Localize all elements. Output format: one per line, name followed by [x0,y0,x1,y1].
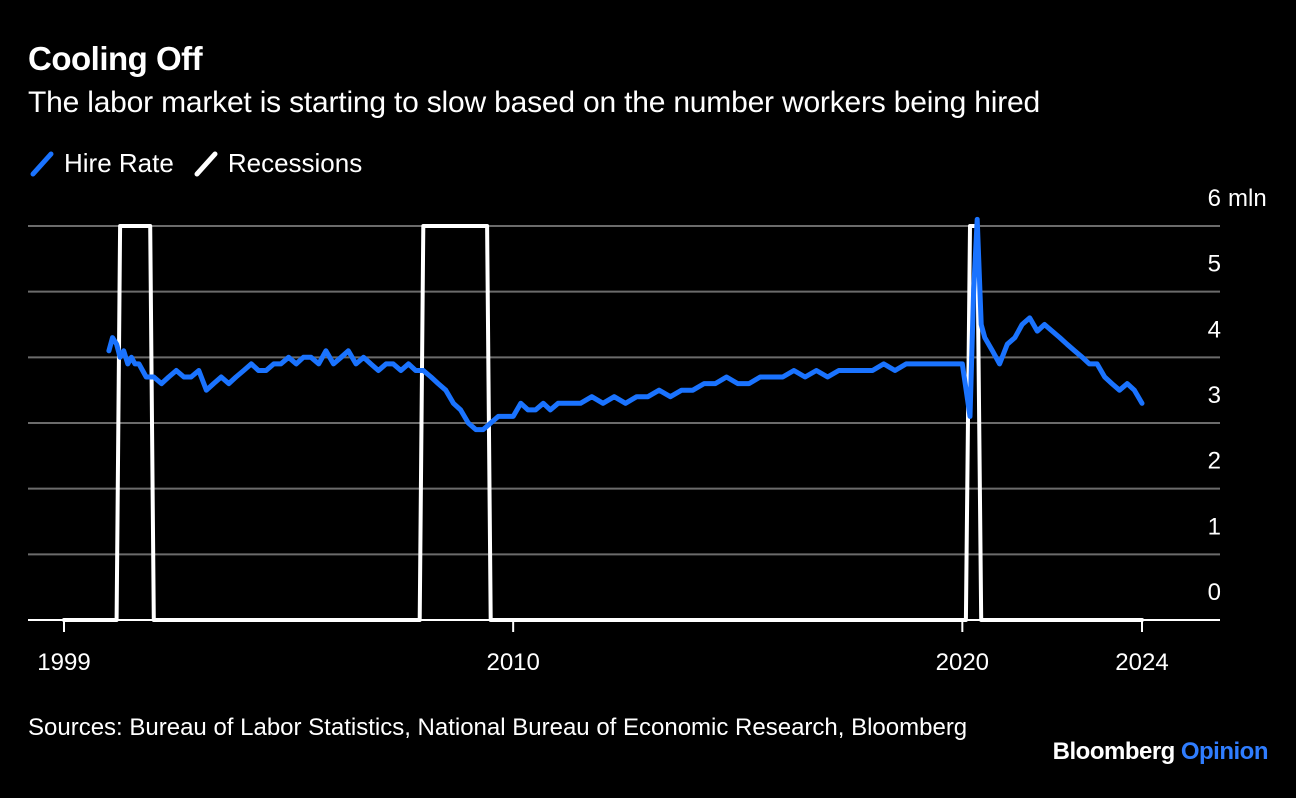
x-tick-label: 2024 [1115,649,1168,676]
chart-subtitle: The labor market is starting to slow bas… [28,86,1040,119]
legend-swatch-recessions [194,151,218,176]
y-tick-label: 2 [1208,448,1221,475]
brand-logo: Bloomberg Opinion [1052,738,1269,766]
chart-title: Cooling Off [28,40,203,77]
y-tick-label: 5 [1208,251,1221,278]
y-unit-label: mln [1228,185,1267,212]
chart-legend: Hire Rate Recessions [28,148,362,179]
legend-label-hire-rate: Hire Rate [64,148,174,178]
legend-item-hire-rate: Hire Rate [28,148,174,179]
y-tick-label: 3 [1208,382,1221,409]
brand-name: Bloomberg [1052,738,1176,765]
x-tick-label: 2020 [936,649,989,676]
legend-label-recessions: Recessions [227,148,363,178]
legend-item-recessions: Recessions [192,148,362,179]
series-lines [62,216,1145,622]
hire-rate-line [106,216,1145,433]
y-tick-label: 1 [1208,513,1221,540]
axes: 0 1 2 3 4 5 6 mln 1999 2010 2020 2024 [28,185,1267,676]
y-tick-label: 6 [1208,185,1221,212]
gridlines [28,225,1220,556]
sources-note: Sources: Bureau of Labor Statistics, Nat… [28,714,968,741]
x-tick-label: 1999 [37,649,90,676]
brand-suffix: Opinion [1180,738,1269,765]
y-tick-label: 0 [1208,579,1221,606]
x-tick-label: 2010 [486,649,539,676]
legend-swatch-hire-rate [30,151,54,176]
y-tick-label: 4 [1208,316,1221,343]
